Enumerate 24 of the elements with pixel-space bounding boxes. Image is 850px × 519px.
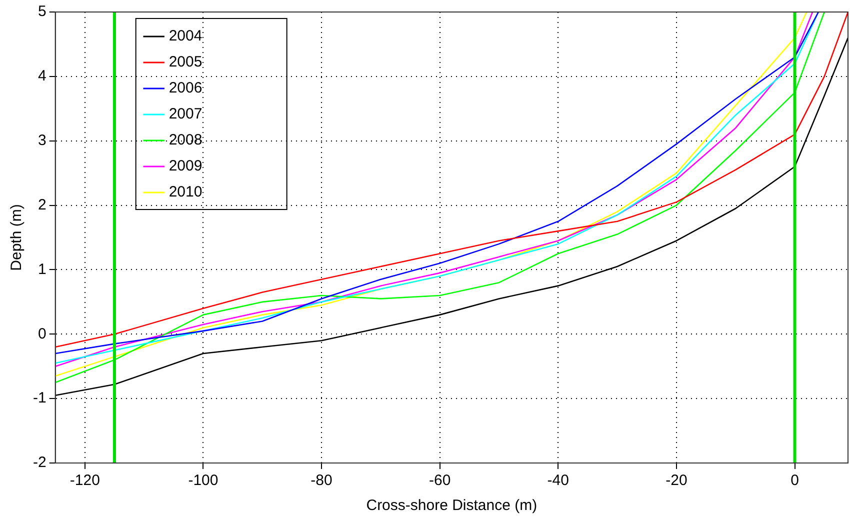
legend-label: 2006 <box>168 80 202 97</box>
x-tick-label: -120 <box>70 472 100 490</box>
y-tick-label: -2 <box>32 454 46 472</box>
legend-label: 2009 <box>168 158 202 175</box>
legend-label: 2007 <box>168 106 202 123</box>
y-tick-label: 1 <box>38 260 46 278</box>
x-tick-label: 0 <box>790 472 799 490</box>
x-tick-label: -20 <box>666 472 688 490</box>
y-tick-label: -1 <box>32 390 46 407</box>
y-tick-label: 0 <box>38 325 46 342</box>
y-tick-label: 2 <box>38 196 46 214</box>
x-tick-label: -100 <box>188 472 218 490</box>
y-tick-label: 5 <box>38 3 46 20</box>
y-axis-title: Depth (m) <box>8 204 26 271</box>
legend-label: 2010 <box>168 184 202 201</box>
x-tick-label: -40 <box>547 472 569 490</box>
legend-label: 2004 <box>168 28 202 45</box>
legend-label: 2008 <box>168 132 202 149</box>
y-tick-label: 4 <box>38 68 46 85</box>
y-tick-label: 3 <box>38 132 46 149</box>
x-tick-label: -80 <box>310 472 332 490</box>
x-axis-title: Cross-shore Distance (m) <box>366 497 538 514</box>
legend-label: 2005 <box>168 54 202 71</box>
x-tick-label: -60 <box>428 472 451 490</box>
